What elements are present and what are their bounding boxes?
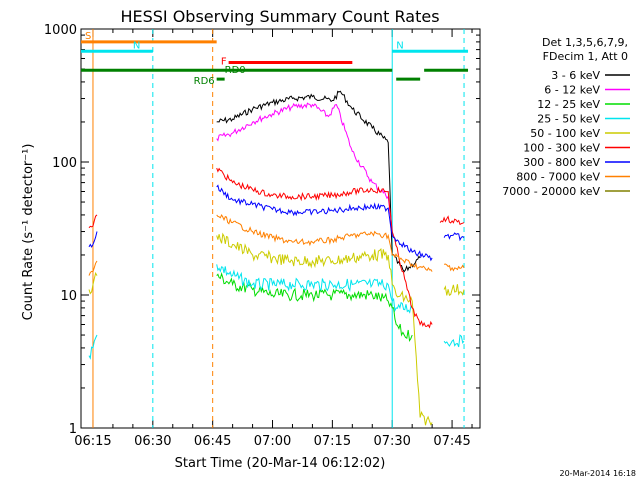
x-tick-label: 07:00 xyxy=(254,434,291,449)
series-line xyxy=(216,264,413,314)
series-line xyxy=(443,263,465,272)
x-tick-label: 06:45 xyxy=(194,434,231,449)
plot-axes: 1 10 100 1000 06:15 06:30 06:45 07:00 07:15 07:30… xyxy=(44,23,481,449)
series-line xyxy=(216,184,433,262)
series-line xyxy=(439,215,465,226)
x-tick-label: 07:30 xyxy=(373,434,410,449)
series-lines xyxy=(88,90,465,426)
series-line xyxy=(216,272,413,343)
legend-entry-label: 50 - 100 keV xyxy=(530,127,600,140)
annotation-label: S xyxy=(85,31,91,42)
annotation-label: N xyxy=(396,40,403,51)
series-line xyxy=(88,334,98,360)
legend-entry-label: 100 - 300 keV xyxy=(523,142,600,155)
legend-header-line-2: FDecim 1, Att 0 xyxy=(543,50,628,63)
series-line xyxy=(443,232,465,242)
legend: Det 1,3,5,6,7,9, FDecim 1, Att 0 3 - 6 k… xyxy=(502,36,630,198)
x-axis-label: Start Time (20-Mar-14 06:12:02) xyxy=(175,456,386,471)
y-tick-label: 10 xyxy=(60,289,77,304)
series-line xyxy=(216,102,393,232)
x-tick-label: 07:15 xyxy=(314,434,351,449)
series-line xyxy=(88,231,98,248)
legend-header-line-1: Det 1,3,5,6,7,9, xyxy=(542,36,628,49)
legend-entry-label: 7000 - 20000 keV xyxy=(502,185,600,198)
legend-entry-label: 12 - 25 keV xyxy=(537,98,600,111)
annotation-label: RD6 xyxy=(194,76,215,87)
footer-date: 20-Mar-2014 16:18 xyxy=(560,469,637,478)
series-line xyxy=(443,284,465,296)
series-line xyxy=(88,214,98,229)
series-line xyxy=(216,167,433,329)
vertical-markers xyxy=(92,29,465,428)
legend-entry-label: 800 - 7000 keV xyxy=(516,171,600,184)
annotation-label: N xyxy=(133,40,140,51)
series-line xyxy=(216,90,421,273)
annotation-label: RD0 xyxy=(225,65,246,76)
series-line xyxy=(88,260,98,276)
legend-entry-label: 300 - 800 keV xyxy=(523,156,600,169)
x-tick-label: 07:45 xyxy=(433,434,470,449)
y-tick-label: 100 xyxy=(52,156,77,171)
chart-title: HESSI Observing Summary Count Rates xyxy=(120,7,439,26)
series-line xyxy=(443,334,465,348)
y-axis-label: Count Rate (s⁻¹ detector⁻¹) xyxy=(21,144,36,321)
series-line xyxy=(216,213,433,272)
x-tick-label: 06:15 xyxy=(74,434,111,449)
legend-entry-label: 6 - 12 keV xyxy=(544,84,600,97)
annotation-label: F xyxy=(221,56,227,67)
y-tick-label: 1000 xyxy=(44,23,77,38)
x-tick-label: 06:30 xyxy=(134,434,171,449)
legend-entry-label: 3 - 6 keV xyxy=(551,69,600,82)
series-line xyxy=(88,271,98,295)
legend-entry-label: 25 - 50 keV xyxy=(537,113,600,126)
y-tick-label: 1 xyxy=(69,422,77,437)
plot-frame xyxy=(80,28,481,429)
series-line xyxy=(216,232,433,426)
